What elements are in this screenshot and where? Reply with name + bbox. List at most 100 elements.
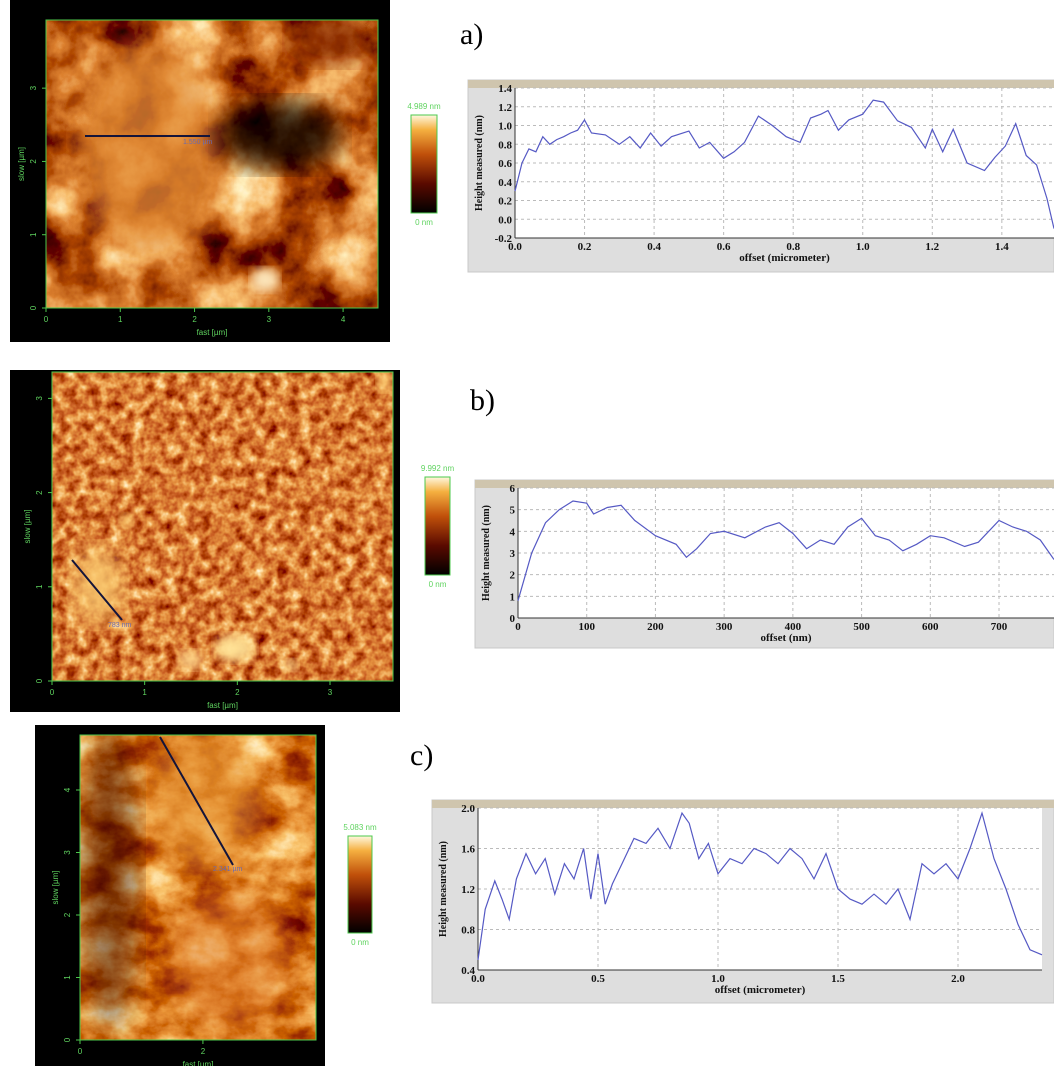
surface-feature (251, 268, 279, 292)
y-axis-label: Height measured (nm) (481, 505, 492, 601)
y-tick-label: 6 (510, 483, 516, 495)
colorbar-min-label: 0 nm (429, 580, 447, 589)
y-tick-label: 0.6 (498, 158, 512, 170)
y-tick-label: 1 (510, 591, 516, 603)
plot-frame (79, 734, 317, 1041)
x-tick-label: 1.0 (711, 973, 725, 985)
profile-panel: b) 0 1 2 3 4 5 6 0 100 200 300 400 500 600 700 offset (n… (470, 384, 1054, 649)
x-tick-label: 1.4 (995, 241, 1009, 253)
surface-feature (290, 20, 370, 65)
x-tick-label: 0.5 (591, 973, 605, 985)
x-tick-label: 0.8 (786, 241, 800, 253)
surface-feature (282, 659, 298, 671)
x-axis-label: offset (micrometer) (739, 252, 830, 264)
title-bar (468, 80, 1054, 88)
x-tick-label: 3 (267, 315, 272, 324)
y-tick-label: 0 (63, 1037, 72, 1042)
x-tick-label: 0 (50, 688, 55, 697)
y-tick-label: 3 (63, 850, 72, 855)
x-tick-label: 0 (44, 315, 49, 324)
plot-frame (45, 19, 379, 309)
y-tick-label: 2 (35, 490, 44, 495)
height-profile (477, 811, 1043, 960)
colorbar-max-label: 4.989 nm (407, 102, 441, 111)
surface-feature (150, 735, 260, 870)
y-tick-label: 0.0 (498, 214, 512, 226)
x-tick-label: 2 (235, 688, 240, 697)
y-tick-label: 1.2 (461, 884, 475, 896)
scan-length: 1.550 µm (183, 139, 212, 146)
height-map (52, 372, 393, 681)
surface-feature (215, 634, 255, 662)
title-bar (432, 800, 1054, 808)
y-tick-label: -0.2 (495, 233, 513, 245)
x-tick-label: 0.4 (647, 241, 661, 253)
x-tick-label: 500 (853, 621, 870, 633)
y-tick-label: 0 (35, 678, 44, 683)
surface-feature (170, 890, 290, 1030)
afm-panel: 0 2 0 1 2 3 4 fast [µm] slow [µm] 5.083 nm 0 nm 2.3… (35, 725, 377, 1066)
scan-line (159, 736, 234, 866)
colorbar-max-label: 9.992 nm (421, 464, 455, 473)
x-tick-label: 700 (991, 621, 1008, 633)
x-tick-label: 2.0 (951, 973, 965, 985)
y-tick-label: 2 (29, 159, 38, 164)
y-tick-label: 3 (510, 548, 516, 560)
height-profile (514, 99, 1054, 229)
x-tick-label: 0.6 (717, 241, 731, 253)
x-axis-label: fast [µm] (197, 328, 228, 337)
plot-area (515, 88, 1054, 238)
afm-image (80, 735, 316, 1040)
y-tick-label: 4 (510, 526, 516, 538)
x-axis-label: fast [µm] (207, 701, 238, 710)
x-tick-label: 2 (192, 315, 197, 324)
x-axis-label: offset (micrometer) (715, 984, 806, 996)
y-tick-label: 1.0 (498, 121, 512, 133)
colorbar (410, 114, 438, 214)
profile-panel: c) 0.4 0.8 1.2 1.6 2.0 0.0 0.5 1.0 1.5 2.0 offset (… (410, 739, 1054, 1004)
colorbar (424, 476, 451, 576)
x-tick-label: 600 (922, 621, 939, 633)
y-axis-label: Height measured (nm) (474, 115, 485, 211)
surface-feature (80, 735, 140, 1030)
y-tick-label: 1.2 (498, 102, 512, 114)
height-profile (517, 500, 1054, 601)
x-tick-label: 1.0 (856, 241, 870, 253)
x-tick-label: 4 (341, 315, 346, 324)
panel-letter: b) (470, 384, 495, 417)
x-tick-label: 0 (78, 1047, 83, 1056)
y-tick-label: 1 (63, 975, 72, 980)
x-tick-label: 0.0 (508, 241, 522, 253)
y-axis-label: Height measured (nm) (438, 841, 449, 937)
colorbar-max-label: 5.083 nm (343, 823, 377, 832)
x-tick-label: 400 (785, 621, 802, 633)
colorbar-min-label: 0 nm (415, 218, 433, 227)
afm-panel: 0 1 2 3 4 0 1 2 3 fast [µm] slow [µm] 4.989 nm 0 nm 1… (10, 0, 441, 342)
y-tick-label: 5 (510, 505, 516, 517)
x-tick-label: 0 (515, 621, 521, 633)
y-tick-label: 2.0 (461, 803, 475, 815)
y-tick-label: 2 (510, 570, 516, 582)
surface-feature (220, 100, 340, 170)
x-tick-label: 1 (118, 315, 123, 324)
colorbar (347, 835, 373, 934)
x-tick-label: 100 (578, 621, 595, 633)
x-tick-label: 3 (328, 688, 333, 697)
x-tick-label: 1.5 (831, 973, 845, 985)
y-tick-label: 3 (29, 85, 38, 90)
profile-panel: a)-0.20.00.20.40.60.81.01.21.40.0 0.2 0.4 0… (460, 18, 1054, 273)
x-tick-label: 1 (142, 688, 147, 697)
y-tick-label: 0.8 (461, 925, 475, 937)
x-tick-label: 200 (647, 621, 664, 633)
surface-feature (178, 650, 202, 670)
scan-length: 783 nm (108, 622, 132, 629)
x-axis-label: fast [µm] (183, 1060, 214, 1066)
surface-feature (377, 372, 393, 392)
y-tick-label: 4 (63, 787, 72, 792)
surface-feature (119, 513, 133, 527)
y-tick-label: 1 (35, 584, 44, 589)
surface-feature (80, 45, 220, 255)
y-tick-label: 0.4 (461, 965, 475, 977)
y-tick-label: 3 (35, 396, 44, 401)
